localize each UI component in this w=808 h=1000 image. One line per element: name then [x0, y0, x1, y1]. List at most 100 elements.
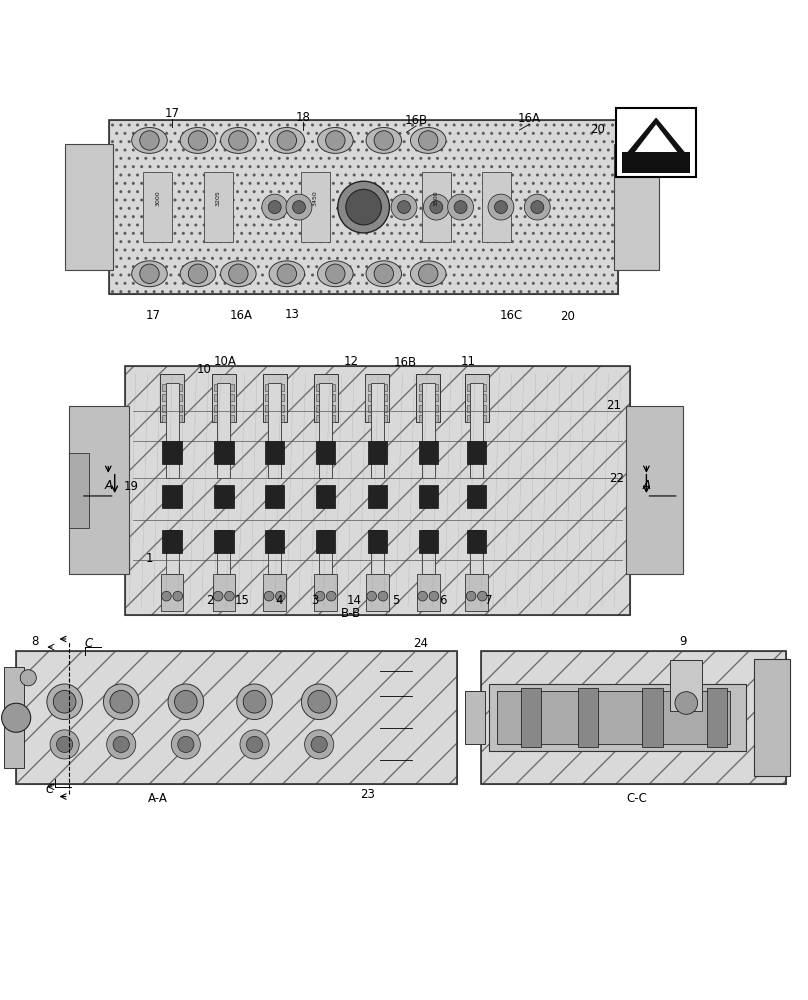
Circle shape	[20, 670, 36, 686]
Bar	[521, 688, 541, 747]
Circle shape	[277, 131, 297, 150]
Circle shape	[53, 690, 76, 713]
Bar	[670, 660, 702, 711]
Text: 20: 20	[591, 123, 605, 136]
Bar	[368, 530, 387, 553]
Circle shape	[418, 591, 427, 601]
Circle shape	[276, 591, 285, 601]
Circle shape	[240, 730, 269, 759]
Circle shape	[113, 736, 129, 753]
Bar	[316, 415, 335, 422]
Bar	[416, 374, 440, 422]
Bar	[368, 394, 387, 401]
Text: 10: 10	[197, 363, 212, 376]
Bar	[16, 651, 457, 784]
Bar	[419, 485, 438, 508]
Text: 3800: 3800	[434, 191, 439, 206]
Text: A: A	[642, 479, 650, 492]
Text: B-B: B-B	[341, 607, 362, 620]
Bar	[109, 120, 618, 294]
Circle shape	[229, 264, 248, 283]
Bar	[616, 108, 696, 177]
Circle shape	[398, 201, 410, 214]
Ellipse shape	[269, 261, 305, 287]
Circle shape	[367, 591, 377, 601]
Bar	[162, 415, 182, 422]
Text: 17: 17	[165, 107, 179, 120]
Text: 12: 12	[344, 355, 359, 368]
Circle shape	[423, 194, 449, 220]
Ellipse shape	[221, 261, 256, 287]
Text: C-C: C-C	[626, 792, 647, 805]
Circle shape	[162, 591, 171, 601]
Bar	[417, 574, 440, 611]
Text: 14: 14	[347, 594, 361, 607]
Bar	[467, 415, 486, 422]
Circle shape	[308, 690, 330, 713]
Text: 2: 2	[206, 594, 214, 607]
Bar	[365, 374, 389, 422]
Bar	[160, 374, 184, 422]
Bar	[214, 394, 234, 401]
Circle shape	[237, 684, 272, 720]
Ellipse shape	[221, 128, 256, 153]
Bar	[316, 441, 335, 464]
Ellipse shape	[318, 128, 353, 153]
Circle shape	[391, 194, 417, 220]
Bar	[214, 405, 234, 412]
Circle shape	[326, 591, 336, 601]
Text: A: A	[104, 479, 112, 492]
Text: C: C	[85, 637, 93, 650]
Circle shape	[140, 131, 159, 150]
Text: 16C: 16C	[500, 309, 523, 322]
Bar	[109, 120, 618, 294]
Circle shape	[292, 201, 305, 214]
Bar	[69, 453, 89, 528]
Bar	[214, 415, 234, 422]
Bar	[465, 374, 489, 422]
Circle shape	[675, 692, 697, 714]
Circle shape	[419, 131, 438, 150]
Bar	[622, 152, 690, 173]
Bar	[419, 384, 438, 391]
Text: 23: 23	[360, 788, 375, 801]
Circle shape	[305, 730, 334, 759]
Bar	[707, 688, 727, 747]
Bar	[301, 172, 330, 242]
Ellipse shape	[410, 261, 446, 287]
Bar	[371, 383, 384, 478]
Bar	[4, 667, 24, 768]
Circle shape	[47, 684, 82, 720]
Bar	[316, 384, 335, 391]
Bar	[578, 688, 598, 747]
Ellipse shape	[269, 128, 305, 153]
Bar	[316, 394, 335, 401]
Circle shape	[188, 131, 208, 150]
Text: 4: 4	[275, 594, 283, 607]
Text: 8: 8	[31, 635, 39, 648]
Bar	[489, 684, 746, 751]
Text: 13: 13	[285, 308, 300, 321]
Circle shape	[103, 684, 139, 720]
Bar	[263, 574, 286, 611]
Text: 9: 9	[679, 635, 687, 648]
Bar	[143, 172, 172, 242]
Circle shape	[213, 591, 223, 601]
Circle shape	[326, 264, 345, 283]
Circle shape	[110, 690, 133, 713]
Bar	[422, 383, 435, 478]
Ellipse shape	[180, 261, 216, 287]
Bar	[162, 441, 182, 464]
Ellipse shape	[180, 128, 216, 153]
Bar	[467, 530, 486, 553]
Circle shape	[277, 264, 297, 283]
Text: 16B: 16B	[394, 356, 417, 369]
Bar	[497, 691, 730, 744]
Bar	[265, 530, 284, 553]
Circle shape	[178, 736, 194, 753]
Circle shape	[326, 131, 345, 150]
Bar	[419, 405, 438, 412]
Circle shape	[374, 131, 393, 150]
Bar	[263, 374, 287, 422]
Circle shape	[374, 264, 393, 283]
